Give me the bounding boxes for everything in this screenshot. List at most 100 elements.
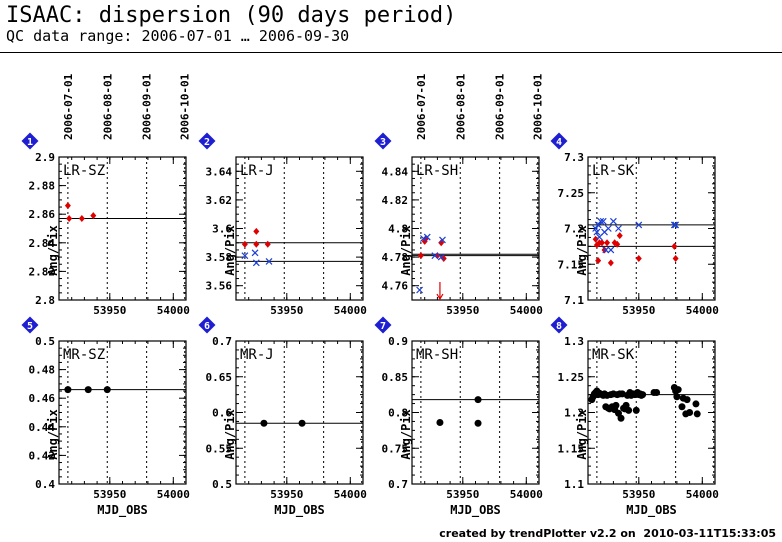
data-point-cross: [265, 257, 273, 265]
data-point-dot: [639, 391, 647, 399]
x-tick-label: 53950: [622, 488, 655, 501]
data-point-diamond: [264, 240, 271, 248]
panel-number: 8: [556, 321, 562, 332]
footer-credit: created by trendPlotter v2.2 on 2010-03-…: [439, 527, 776, 540]
data-point-dot: [625, 406, 633, 414]
y-tick-label: 2.8: [35, 294, 55, 307]
data-point-cross: [672, 221, 680, 229]
panel-title: LR-SH: [416, 163, 458, 179]
y-tick-label: 7.15: [558, 258, 585, 271]
x-tick-label: 54000: [686, 304, 719, 317]
data-point-dot: [260, 419, 268, 427]
x-axis-label: MJD_OBS: [97, 503, 148, 518]
y-tick-label: 0.5: [212, 478, 232, 491]
data-point-dot: [673, 393, 681, 401]
panel-lr-j: 2 3.56 3.58 3.6 3.62 3.64 53950 54000 LR-J Ang/Pi…: [198, 132, 367, 317]
y-axis-label: Ang/Pix: [46, 225, 60, 276]
panel-number: 4: [556, 137, 562, 148]
y-tick-label: 7.3: [564, 151, 584, 164]
y-tick-label: 2.88: [29, 180, 56, 193]
y-axis-label: Ang/Pix: [575, 225, 589, 276]
panel-lr-sk: 4 7.1 7.15 7.2 7.25 7.3 53950 54000 LR-SK Ang/Pix: [550, 132, 719, 317]
y-axis-label: Ang/Pix: [46, 409, 60, 460]
data-point-dot: [693, 410, 701, 418]
y-tick-label: 1.2: [564, 407, 584, 420]
panel-title: MR-J: [240, 347, 274, 363]
panel-number: 3: [380, 137, 386, 148]
out-of-range-arrow: [436, 282, 444, 301]
y-tick-label: 0.7: [212, 335, 232, 348]
data-point-cross: [602, 246, 610, 254]
y-tick-label: 0.48: [29, 364, 56, 377]
panel-mr-j: 6 0.5 0.55 0.6 0.65 0.7 53950 54000 MR-J Ang/Pix M…: [198, 316, 367, 518]
data-point-diamond: [601, 246, 608, 254]
x-tick-label: 54000: [510, 304, 543, 317]
y-tick-label: 7.25: [558, 187, 585, 200]
y-tick-label: 0.7: [388, 478, 408, 491]
panel-mr-sk: 8 1.1 1.15 1.2 1.25 1.3 53950 54000 MR-SK Ang/Pix…: [550, 316, 719, 518]
data-point-cross: [609, 217, 617, 225]
data-point-dot: [674, 386, 682, 394]
top-date-tick-label: 2006-10-01: [179, 73, 192, 140]
data-point-cross: [439, 236, 446, 244]
x-tick-label: 53950: [93, 304, 126, 317]
top-date-tick-label: 2006-07-01: [62, 73, 75, 140]
y-tick-label: 0.65: [206, 371, 233, 384]
panel-mr-sh: 7 0.7 0.75 0.8 0.85 0.9 53950 54000 MR-SH Ang/Pix…: [374, 316, 543, 518]
x-tick-label: 54000: [157, 488, 190, 501]
top-date-tick-label: 2006-08-01: [454, 73, 467, 140]
data-point-cross: [635, 221, 643, 229]
data-point-dot: [686, 409, 694, 416]
data-point-dot: [653, 388, 661, 396]
y-tick-label: 0.42: [29, 449, 56, 462]
x-tick-label: 54000: [157, 304, 190, 317]
y-tick-label: 2.82: [29, 265, 56, 278]
top-date-tick-label: 2006-07-01: [415, 73, 428, 140]
y-tick-label: 7.1: [564, 294, 584, 307]
y-tick-label: 4.84: [382, 165, 409, 178]
data-point-diamond: [241, 240, 248, 248]
data-point-diamond: [253, 227, 260, 235]
x-axis-label: MJD_OBS: [274, 503, 325, 518]
data-point-cross: [437, 253, 445, 261]
data-point-diamond: [672, 255, 679, 263]
panel-mr-sz: 5 0.4 0.42 0.44 0.46 0.48 0.5 53950 54000 MR-SZ An…: [21, 316, 190, 518]
data-point-cross: [596, 233, 603, 241]
y-tick-label: 0.6: [212, 407, 232, 420]
data-point-cross: [431, 252, 439, 260]
y-axis-label: Ang/Pix: [575, 409, 589, 460]
y-tick-label: 2.86: [29, 208, 56, 221]
header: ISAAC: dispersion (90 days period) QC da…: [6, 4, 456, 45]
y-tick-label: 0.75: [382, 442, 409, 455]
y-tick-label: 0.5: [35, 335, 55, 348]
data-point-diamond: [66, 214, 73, 222]
x-axis-label: MJD_OBS: [450, 503, 501, 518]
data-point-cross: [251, 249, 259, 257]
panel-lr-sh: 3 4.76 4.78 4.8 4.82 4.84 53950 54000 LR-SH Ang/P…: [374, 132, 543, 317]
data-point-dot: [612, 401, 620, 409]
y-tick-label: 3.58: [206, 251, 233, 264]
panel-number: 6: [204, 321, 210, 332]
data-point-cross: [423, 233, 431, 241]
data-point-dot: [632, 406, 640, 414]
y-axis-label: Ang/Pix: [399, 409, 413, 460]
data-point-diamond: [607, 259, 614, 267]
panel-title: MR-SK: [592, 347, 635, 363]
data-point-diamond: [635, 255, 642, 263]
x-tick-label: 53950: [622, 304, 655, 317]
x-tick-label: 53950: [270, 304, 303, 317]
data-point-dot: [474, 396, 482, 404]
x-tick-label: 53950: [446, 488, 479, 501]
panel-number: 1: [27, 137, 33, 148]
data-point-dot: [64, 386, 72, 394]
y-tick-label: 0.55: [206, 442, 233, 455]
x-axis-label: MJD_OBS: [626, 503, 677, 518]
data-point-cross: [252, 259, 260, 267]
data-point-diamond: [417, 252, 424, 260]
data-point-diamond: [90, 212, 97, 220]
y-axis-label: Ang/Pix: [223, 225, 237, 276]
data-point-cross: [670, 221, 678, 229]
y-tick-label: 7.2: [564, 223, 584, 236]
y-tick-label: 2.9: [35, 151, 55, 164]
data-point-dot: [298, 419, 306, 427]
